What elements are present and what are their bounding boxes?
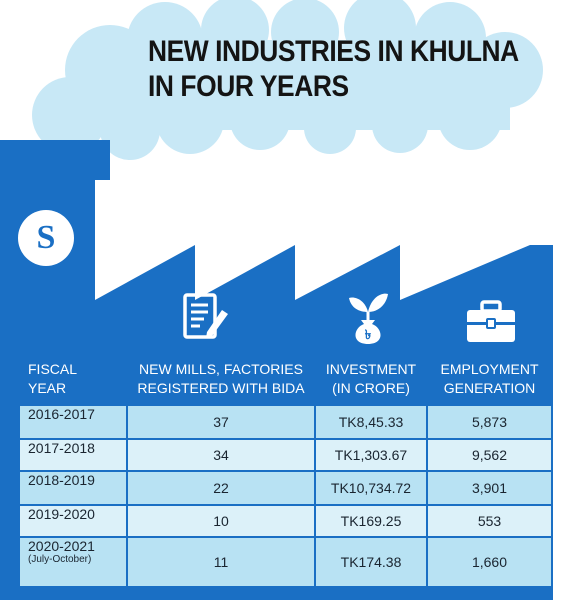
cell-employment: 5,873 (428, 406, 551, 438)
cell-employment: 1,660 (428, 538, 551, 586)
cell-factories: 11 (128, 538, 314, 586)
cell-investment: TK10,734.72 (316, 472, 426, 504)
table-row: 2016-2017 37 TK8,45.33 5,873 (20, 406, 551, 438)
column-header-line: NEW MILLS, FACTORIES (139, 361, 303, 377)
logo-letter: S (36, 219, 56, 256)
chart-title-line-1: NEW INDUSTRIES IN KHULNA (148, 35, 519, 68)
table-row: 2018-2019 22 TK10,734.72 3,901 (20, 472, 551, 504)
money-plant-icon: ৳ (349, 293, 388, 344)
chart-title-line-2: IN FOUR YEARS (148, 70, 349, 103)
briefcase-icon (467, 300, 515, 342)
cell-year: 2016-2017 (20, 406, 126, 438)
column-header-fiscal-year: FISCAL YEAR (28, 360, 128, 398)
cell-factories: 22 (128, 472, 314, 504)
cell-employment: 3,901 (428, 472, 551, 504)
year-note: (July-October) (28, 554, 92, 565)
column-header-line: INVESTMENT (325, 361, 417, 377)
table-row: 2020-2021 (July-October) 11 TK174.38 1,660 (20, 538, 551, 586)
cell-factories: 37 (128, 406, 314, 438)
column-header-employment: EMPLOYMENT GENERATION (428, 360, 551, 398)
document-pen-icon (183, 293, 228, 339)
logo: S (18, 210, 74, 266)
cell-employment: 553 (428, 506, 551, 536)
column-header-factories: NEW MILLS, FACTORIES REGISTERED WITH BID… (128, 360, 314, 398)
cell-year: 2019-2020 (20, 506, 126, 536)
cell-investment: TK169.25 (316, 506, 426, 536)
column-header-investment: INVESTMENT (IN CRORE) (316, 360, 426, 398)
cell-year: 2020-2021 (July-October) (20, 538, 126, 586)
column-header-line: (IN CRORE) (332, 380, 410, 396)
year-label: 2019-2020 (28, 506, 95, 522)
cell-investment: TK1,303.67 (316, 440, 426, 470)
cell-factories: 10 (128, 506, 314, 536)
year-label: 2020-2021 (28, 538, 95, 554)
cell-investment: TK174.38 (316, 538, 426, 586)
table-row: 2019-2020 10 TK169.25 553 (20, 506, 551, 536)
chart-title: NEW INDUSTRIES IN KHULNA IN FOUR YEARS (148, 34, 519, 104)
cloud-shape (32, 0, 543, 160)
column-header-line: YEAR (28, 380, 67, 396)
year-label: 2016-2017 (28, 406, 95, 422)
cell-year: 2017-2018 (20, 440, 126, 470)
year-label: 2018-2019 (28, 472, 95, 488)
column-header-line: GENERATION (443, 380, 536, 396)
column-header-line: FISCAL (28, 361, 78, 377)
column-header-line: EMPLOYMENT (440, 361, 539, 377)
svg-text:৳: ৳ (365, 327, 372, 342)
cell-investment: TK8,45.33 (316, 406, 426, 438)
table-row: 2017-2018 34 TK1,303.67 9,562 (20, 440, 551, 470)
column-header-line: REGISTERED WITH BIDA (137, 380, 305, 396)
cell-employment: 9,562 (428, 440, 551, 470)
year-label: 2017-2018 (28, 440, 95, 456)
cell-factories: 34 (128, 440, 314, 470)
cell-year: 2018-2019 (20, 472, 126, 504)
